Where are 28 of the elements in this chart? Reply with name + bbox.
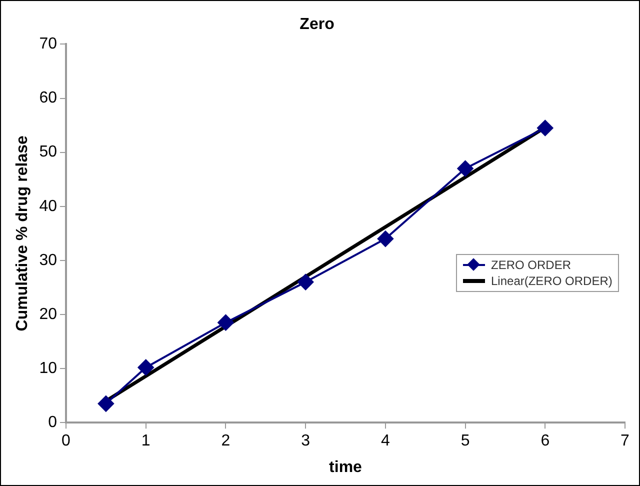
y-tick-label: 30 — [39, 252, 58, 269]
x-tick-label: 6 — [540, 432, 550, 450]
x-tick-label: 2 — [221, 432, 230, 450]
x-tick-label: 1 — [141, 432, 150, 450]
y-tick-label: 10 — [39, 360, 58, 377]
chart-title: Zero — [300, 16, 335, 34]
y-tick-label: 20 — [39, 306, 58, 323]
x-tick-label: 4 — [380, 432, 390, 450]
y-tick-label: 0 — [48, 414, 58, 432]
x-tick-label: 3 — [301, 432, 310, 450]
point — [218, 314, 234, 331]
y-tick-label: 50 — [39, 144, 58, 161]
point — [457, 160, 474, 177]
y-tick-label: 60 — [39, 90, 58, 107]
legend-label: ZERO ORDER — [491, 258, 572, 272]
point — [377, 230, 394, 247]
x-tick-label: 5 — [460, 432, 470, 450]
point — [537, 120, 554, 136]
x-tick-label: 7 — [620, 432, 630, 450]
x-axis-title: time — [329, 458, 362, 476]
point — [138, 359, 154, 376]
y-tick-label: 70 — [39, 36, 58, 53]
y-tick-label: 40 — [39, 198, 58, 215]
y-axis-title: Cumulative % drug relase — [14, 135, 32, 332]
point — [298, 274, 314, 290]
legend-label: Linear(ZERO ORDER) — [491, 274, 612, 288]
point — [98, 396, 114, 412]
x-tick-label: 0 — [62, 432, 71, 450]
